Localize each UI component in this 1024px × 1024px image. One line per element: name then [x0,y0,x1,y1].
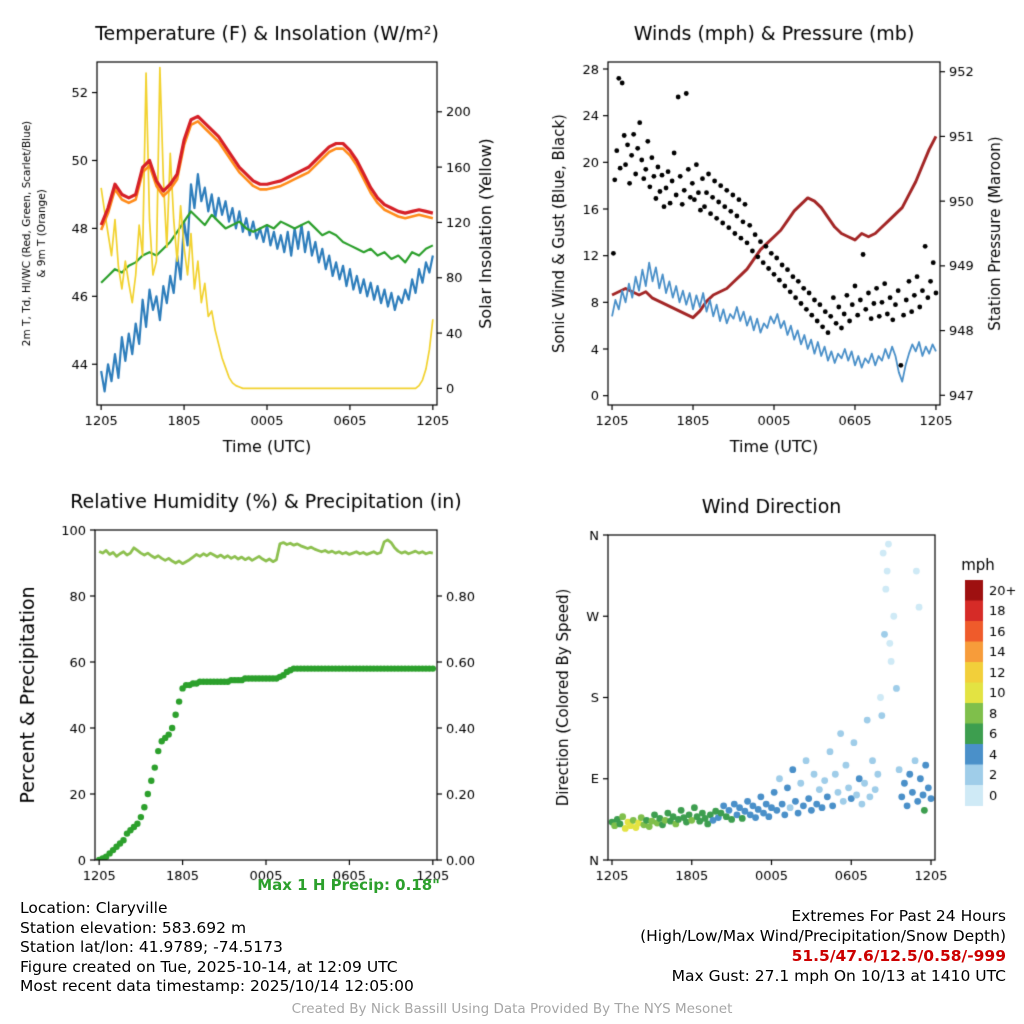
humidity-precipitation-chart [0,463,512,898]
station-elevation: Station elevation: 583.692 m [20,918,247,937]
extremes-title: Extremes For Past 24 Hours [791,907,1006,925]
credit-line: Created By Nick Bassill Using Data Provi… [291,1001,733,1017]
wind-direction-chart [512,463,1024,898]
extremes-subtitle: (High/Low/Max Wind/Precipitation/Snow De… [640,927,1006,945]
data-timestamp: Most recent data timestamp: 2025/10/14 1… [20,977,414,996]
max-precip-annotation: Max 1 H Precip: 0.18" [257,876,440,894]
station-location: Location: Claryville [20,899,168,917]
figure-created: Figure created on Tue, 2025-10-14, at 12… [20,957,398,976]
extremes-info: Extremes For Past 24 Hours (High/Low/Max… [640,906,1006,986]
station-latlon: Station lat/lon: 41.9789; -74.5173 [20,938,283,957]
winds-pressure-chart [512,0,1024,463]
extremes-values: 51.5/47.6/12.5/0.58/-999 [791,947,1006,965]
temperature-insolation-chart [0,0,512,463]
station-info: Location: Claryville Station elevation: … [20,899,414,997]
max-gust: Max Gust: 27.1 mph On 10/13 at 1410 UTC [671,967,1006,985]
